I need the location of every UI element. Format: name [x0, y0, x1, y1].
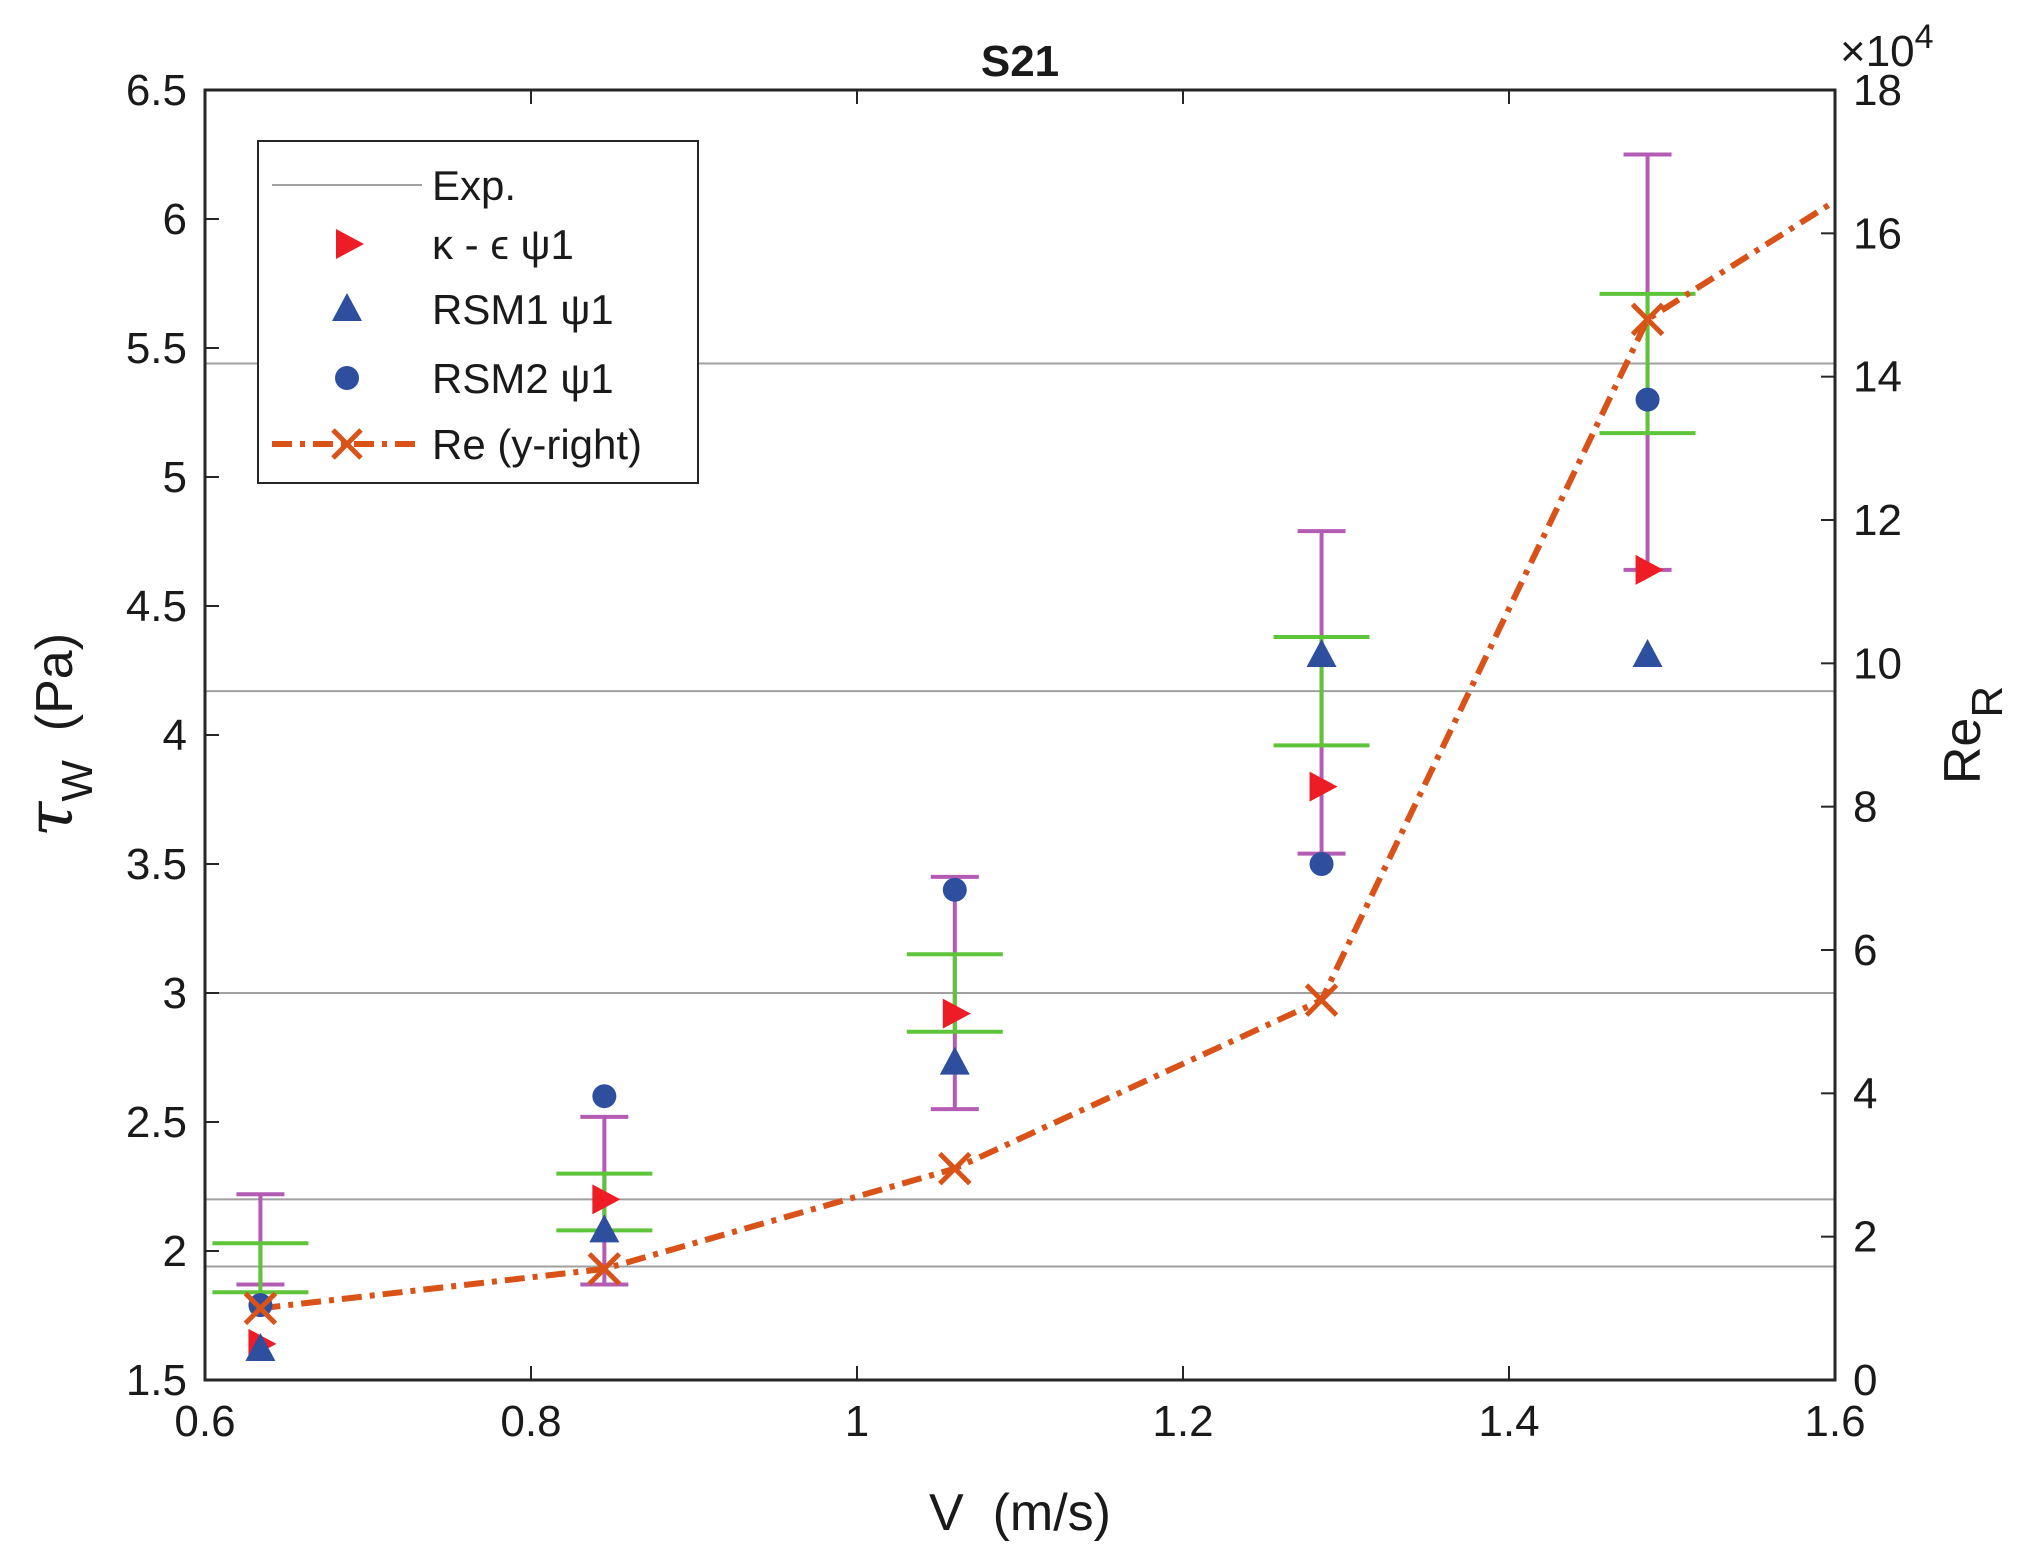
y-tick-label: 3 [163, 969, 187, 1018]
y2-tick-label: 8 [1853, 783, 1877, 832]
exp-lines-layer [205, 362, 1835, 1268]
re-line-layer [260, 198, 1837, 1312]
legend-rsm1-swatch [332, 293, 362, 321]
y2-tick-label: 10 [1853, 639, 1902, 688]
y2-multiplier-exp: 4 [1915, 18, 1934, 56]
rsm1-marker [1306, 639, 1337, 668]
y-axis-right: 0 2 4 6 8 10 12 14 16 18 [1821, 66, 1902, 1405]
ke-marker [942, 998, 971, 1029]
x-tick-label: 1.4 [1478, 1397, 1539, 1446]
svg-text:ReR: ReR [1934, 686, 2012, 784]
y-axis-title: τW (Pa) [14, 633, 102, 837]
rsm1-marker [589, 1214, 620, 1243]
y2-axis-title: ReR [1934, 686, 2012, 784]
legend-ke-label: κ - ϵ ψ1 [432, 221, 574, 268]
ke-marker [592, 1184, 621, 1215]
y-axis-title-symbol: τ [14, 800, 88, 837]
y2-tick-label: 12 [1853, 496, 1902, 545]
re-marker-stroke-b [938, 1151, 972, 1186]
markers-layer [243, 302, 1665, 1362]
x-tick-label: 1.2 [1152, 1397, 1213, 1446]
y2-tick-label: 2 [1853, 1213, 1877, 1262]
y2-tick-label: 4 [1853, 1069, 1877, 1118]
y-axis-title-unit: (Pa) [26, 633, 84, 731]
y-tick-label: 4 [163, 711, 187, 760]
re-line [260, 198, 1837, 1312]
y-tick-label: 6 [163, 195, 187, 244]
x-axis-title: V (m/s) [929, 1484, 1111, 1542]
rsm2-marker [592, 1084, 617, 1109]
rsm2-marker [942, 877, 967, 902]
y2-tick-label: 6 [1853, 926, 1877, 975]
y-tick-label: 2 [163, 1227, 187, 1276]
y2-axis-title-main: Re [1934, 718, 1992, 784]
rsm2-marker [1635, 387, 1660, 412]
y2-multiplier: ×104 [1840, 18, 1934, 76]
ke-marker [1635, 554, 1664, 585]
legend-box [257, 140, 699, 484]
y-axis-left: 1.5 2 2.5 3 3.5 4 4.5 5 5.5 6 6.5 [126, 66, 219, 1405]
y2-tick-label: 18 [1853, 66, 1902, 115]
y2-tick-label: 0 [1853, 1356, 1877, 1405]
y-tick-label: 5 [163, 453, 187, 502]
legend-re-marker [331, 428, 363, 460]
legend: Exp. κ - ϵ ψ1 RSM1 ψ1 RSM2 ψ1 Re (y-righ… [257, 140, 699, 484]
y-tick-label: 1.5 [126, 1356, 187, 1405]
chart-title: S21 [981, 37, 1059, 86]
y-tick-label: 3.5 [126, 840, 187, 889]
x-tick-label: 1.6 [1804, 1397, 1865, 1446]
y2-multiplier-base: ×10 [1840, 27, 1915, 76]
re-marker-stroke-b [1630, 302, 1665, 337]
y2-tick-label: 16 [1853, 209, 1902, 258]
x-tick-label: 0.8 [500, 1397, 561, 1446]
rsm2-marker [1309, 852, 1334, 876]
legend-exp-label: Exp. [432, 162, 516, 209]
y2-axis-title-sub: R [1963, 686, 2012, 718]
rsm1-marker [245, 1333, 276, 1362]
rsm1-marker [1632, 639, 1663, 668]
legend-re-label: Re (y-right) [432, 421, 642, 468]
y-tick-label: 6.5 [126, 66, 187, 115]
re-marker-stroke-b [243, 1291, 278, 1326]
x-axis: 0.6 0.8 1 1.2 1.4 1.6 [174, 90, 1866, 1446]
rsm1-marker [939, 1046, 970, 1075]
y-tick-label: 4.5 [126, 582, 187, 631]
re-marker-stroke-b [1304, 983, 1339, 1017]
y2-tick-label: 14 [1853, 353, 1902, 402]
legend-rsm2-swatch [335, 366, 359, 390]
legend-rsm2-label: RSM2 ψ1 [432, 355, 614, 402]
legend-rsm1-label: RSM1 ψ1 [432, 286, 614, 333]
y-axis-title-sub: W [53, 760, 102, 802]
svg-text:τW (Pa): τW (Pa) [14, 633, 102, 837]
legend-ke-swatch [336, 229, 364, 259]
y-tick-label: 5.5 [126, 324, 187, 373]
ke-marker [1309, 771, 1338, 802]
x-tick-label: 0.6 [174, 1397, 235, 1446]
y-tick-label: 2.5 [126, 1098, 187, 1147]
x-tick-label: 1 [845, 1397, 869, 1446]
re-marker-stroke-b [587, 1252, 622, 1286]
